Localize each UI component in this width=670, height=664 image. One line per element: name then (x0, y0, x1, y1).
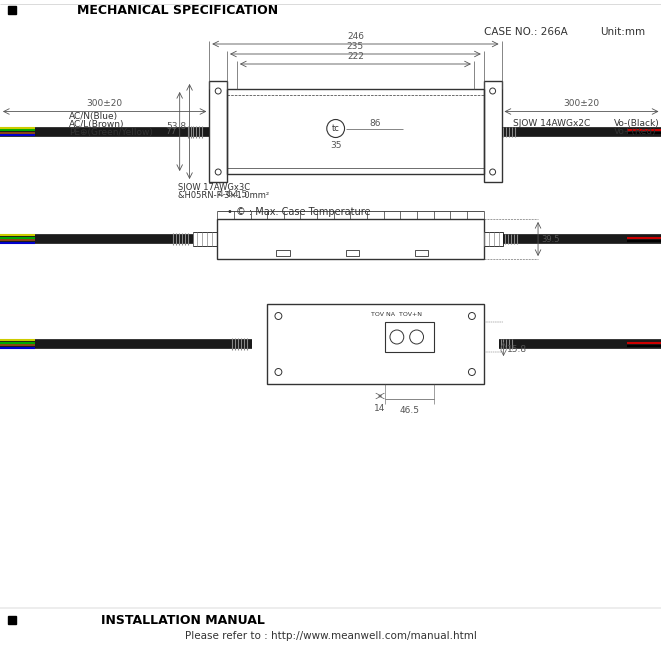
Bar (8, 6, 16, 14)
Text: 4-Φ4.5: 4-Φ4.5 (217, 189, 247, 199)
Bar (484, 232, 503, 246)
Text: SJOW 17AWGx3C: SJOW 17AWGx3C (178, 183, 250, 191)
Text: 15.8: 15.8 (507, 345, 527, 353)
Text: • © : Max. Case Temperature: • © : Max. Case Temperature (227, 207, 371, 217)
Text: CASE NO.: 266A: CASE NO.: 266A (484, 27, 567, 37)
Bar (484, 81, 502, 182)
Text: AC/L(Brown): AC/L(Brown) (69, 120, 125, 129)
Text: 53.8: 53.8 (166, 122, 186, 131)
Text: PE⊕(Green/Yellow): PE⊕(Green/Yellow) (69, 128, 153, 137)
Bar (192, 232, 217, 246)
Text: 222: 222 (347, 52, 364, 61)
Bar (209, 81, 227, 182)
Text: Unit:mm: Unit:mm (600, 27, 645, 37)
Bar (346, 250, 359, 256)
Text: 39.5: 39.5 (541, 234, 559, 244)
Text: 35: 35 (330, 141, 342, 150)
Text: tc: tc (332, 124, 340, 133)
Bar (8, 616, 16, 624)
Text: 86: 86 (369, 119, 381, 128)
Bar (277, 250, 290, 256)
Text: 300±20: 300±20 (563, 98, 600, 108)
Text: 246: 246 (347, 32, 364, 41)
Text: INSTALLATION MANUAL: INSTALLATION MANUAL (100, 614, 265, 627)
Text: SJOW 14AWGx2C: SJOW 14AWGx2C (513, 119, 591, 128)
Text: Please refer to : http://www.meanwell.com/manual.html: Please refer to : http://www.meanwell.co… (185, 631, 476, 641)
Bar (267, 304, 484, 384)
Bar (385, 322, 434, 352)
Text: 14: 14 (375, 404, 386, 413)
Text: 300±20: 300±20 (86, 98, 123, 108)
Bar (227, 89, 484, 174)
Text: &H05RN-F 3×1.0mm²: &H05RN-F 3×1.0mm² (178, 191, 269, 199)
Text: AC/N(Blue): AC/N(Blue) (69, 112, 118, 121)
Bar (217, 219, 484, 259)
Text: TOV NA  TOV+N: TOV NA TOV+N (371, 312, 422, 317)
Text: MECHANICAL SPECIFICATION: MECHANICAL SPECIFICATION (77, 3, 278, 17)
Text: 235: 235 (347, 42, 364, 51)
Text: Vo-(Black): Vo-(Black) (614, 119, 660, 128)
Bar (415, 250, 428, 256)
Text: 46.5: 46.5 (400, 406, 419, 415)
Text: Vo+(Red): Vo+(Red) (614, 127, 657, 136)
Text: 77: 77 (165, 127, 177, 136)
